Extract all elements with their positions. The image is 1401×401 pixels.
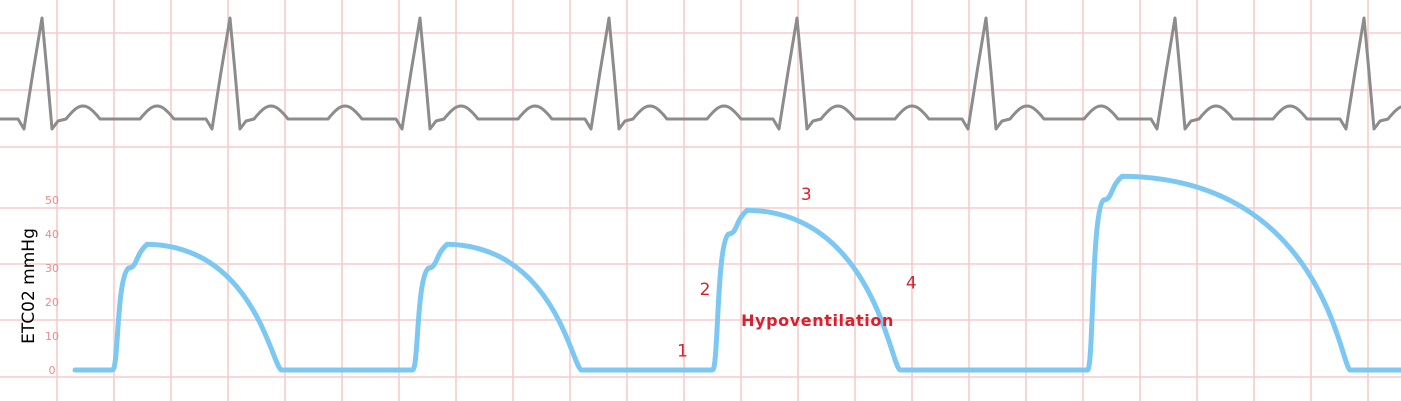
- y-tick-label: 20: [45, 296, 59, 309]
- y-tick-label: 30: [45, 262, 59, 275]
- phase-label-4: 4: [906, 273, 917, 293]
- y-axis-ticks: 0 10 20 30 40 50: [45, 194, 59, 377]
- y-tick-label: 40: [45, 228, 59, 241]
- ecg-trace: [0, 16, 1401, 131]
- annotations: Hypoventilation: [741, 311, 894, 330]
- annotation-hypoventilation: Hypoventilation: [741, 311, 894, 330]
- phase-labels: 1 2 3 4: [677, 185, 917, 361]
- y-axis-label: ETC02 mmHg: [19, 228, 39, 344]
- capnogram-line: [72, 173, 1401, 373]
- y-tick-label: 10: [45, 330, 59, 343]
- y-tick-label: 0: [49, 364, 56, 377]
- phase-label-1: 1: [677, 341, 688, 361]
- phase-label-3: 3: [801, 185, 812, 205]
- phase-label-2: 2: [700, 280, 711, 300]
- y-tick-label: 50: [45, 194, 59, 207]
